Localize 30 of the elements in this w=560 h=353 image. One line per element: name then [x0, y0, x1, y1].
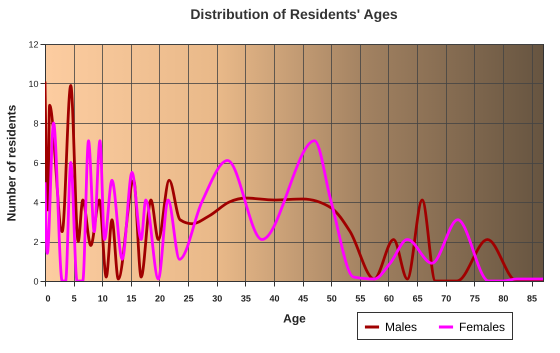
x-tick-label: 40 — [269, 294, 280, 304]
x-tick-label: 85 — [527, 294, 538, 304]
x-tick-label: 45 — [298, 294, 308, 304]
y-tick-label: 10 — [28, 79, 38, 89]
x-tick-label: 15 — [126, 294, 136, 304]
x-tick-label: 50 — [326, 294, 337, 304]
x-tick-label: 75 — [470, 294, 480, 304]
x-tick-label: 70 — [441, 294, 452, 304]
x-tick-label: 25 — [184, 294, 194, 304]
x-tick-label: 55 — [355, 294, 366, 304]
x-tick-label: 5 — [72, 294, 77, 304]
y-tick-label: 2 — [33, 237, 38, 247]
x-axis-title: Age — [283, 312, 306, 326]
legend-label: Females — [459, 320, 506, 334]
y-tick-label: 12 — [28, 40, 38, 50]
x-tick-label: 10 — [98, 294, 108, 304]
y-tick-label: 8 — [33, 118, 38, 128]
y-axis-title: Number of residents — [4, 104, 18, 222]
x-tick-label: 0 — [46, 294, 51, 304]
y-tick-label: 6 — [33, 158, 38, 168]
x-tick-label: 80 — [498, 294, 508, 304]
x-tick-label: 60 — [384, 294, 394, 304]
y-tick-label: 4 — [33, 198, 38, 208]
x-tick-label: 20 — [154, 294, 165, 304]
chart-title: Distribution of Residents' Ages — [190, 6, 398, 22]
legend-label: Males — [385, 320, 418, 334]
x-tick-label: 65 — [412, 294, 423, 304]
y-tick-label: 0 — [33, 276, 38, 286]
x-tick-label: 35 — [240, 294, 251, 304]
x-tick-label: 30 — [212, 294, 222, 304]
